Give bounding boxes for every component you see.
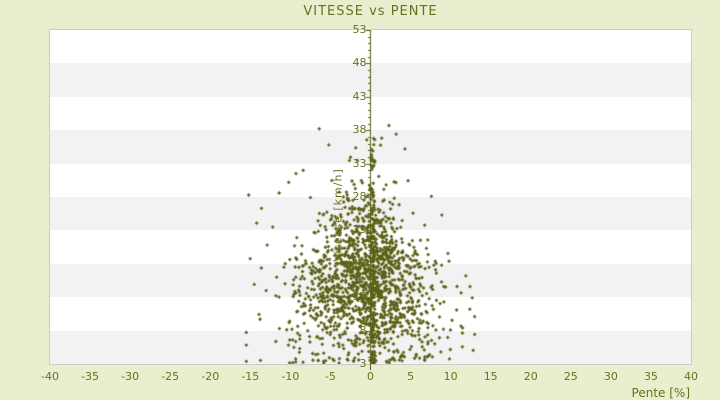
- x-axis-title: Pente [%]: [631, 386, 690, 400]
- x-tick-label: -35: [81, 370, 100, 383]
- x-tick-label: 25: [563, 370, 578, 383]
- x-tick-label: 15: [483, 370, 498, 383]
- x-tick-label: -5: [324, 370, 336, 383]
- chart-title: VITESSE vs PENTE: [303, 4, 438, 19]
- y-tick-label: 53: [352, 23, 367, 36]
- y-tick-label: 8: [359, 323, 367, 337]
- x-tick-label: 0: [367, 370, 374, 383]
- y-tick-label: 23: [352, 223, 367, 237]
- x-tick-label: 40: [684, 370, 698, 383]
- x-tick-label: 5: [407, 370, 415, 383]
- y-tick-label: 18: [352, 256, 367, 270]
- y-tick-label: 33: [352, 156, 367, 170]
- x-tick-label: 10: [443, 370, 458, 383]
- y-axis-title: Vitesse [km/h]: [331, 168, 345, 262]
- x-tick-label: -25: [161, 370, 180, 383]
- x-tick-label: -40: [41, 370, 59, 383]
- plot-area: [49, 29, 692, 365]
- y-axis-line-tail: [370, 364, 371, 370]
- x-tick-label: -30: [121, 370, 140, 383]
- y-tick-label: 43: [352, 89, 367, 103]
- x-tick-label: 20: [523, 370, 538, 383]
- y-tick-label: 3: [359, 357, 367, 370]
- y-tick-label: 38: [352, 123, 367, 137]
- x-tick-label: -10: [281, 370, 300, 383]
- x-tick-label: -15: [241, 370, 260, 383]
- x-tick-label: 30: [603, 370, 618, 383]
- scatter-canvas: [50, 30, 691, 364]
- y-tick-label: 48: [352, 56, 367, 70]
- y-tick-label: 13: [352, 290, 367, 304]
- y-tick-label: 28: [352, 190, 367, 203]
- x-tick-label: -20: [201, 370, 220, 383]
- x-tick-label: 35: [643, 370, 658, 383]
